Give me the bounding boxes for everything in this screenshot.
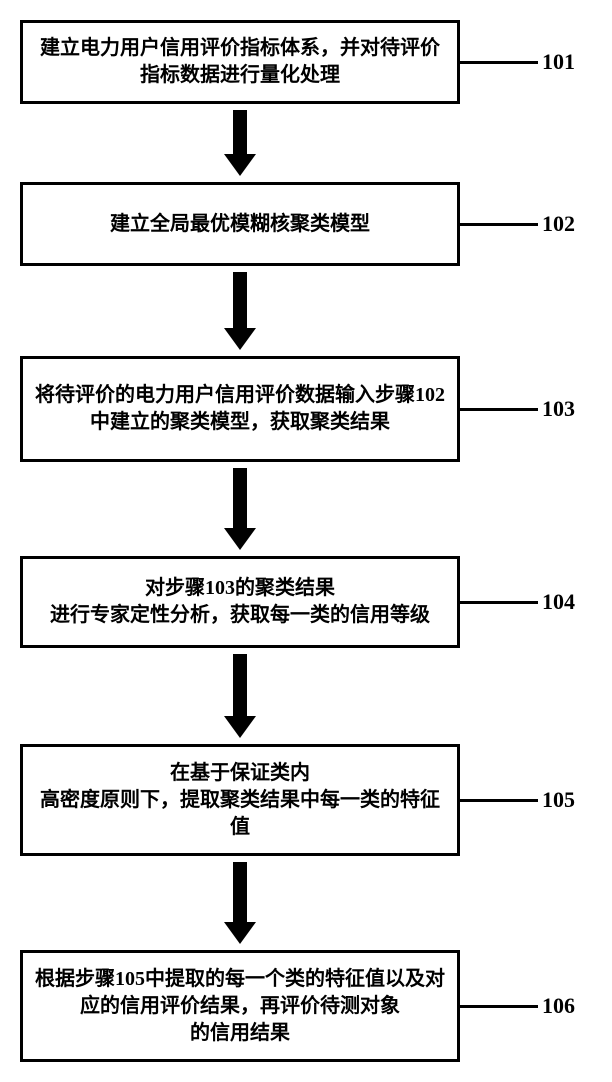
step-text-line: 在基于保证类内 xyxy=(170,760,310,787)
step-label: 101 xyxy=(538,49,575,75)
down-arrow xyxy=(20,468,460,550)
step-label: 104 xyxy=(538,589,575,615)
label-connector xyxy=(460,408,538,411)
step-box: 建立电力用户信用评价指标体系，并对待评价指标数据进行量化处理 xyxy=(20,20,460,104)
step-text-line: 的信用结果 xyxy=(190,1020,290,1047)
step-box: 在基于保证类内高密度原则下，提取聚类结果中每一类的特征值 xyxy=(20,744,460,856)
arrow-shaft xyxy=(233,110,247,154)
down-arrow xyxy=(20,862,460,944)
step-text-line: 应的信用评价结果，再评价待测对象 xyxy=(80,993,400,1020)
step-row: 根据步骤105中提取的每一个类的特征值以及对应的信用评价结果，再评价待测对象的信… xyxy=(20,950,592,1062)
step-box: 根据步骤105中提取的每一个类的特征值以及对应的信用评价结果，再评价待测对象的信… xyxy=(20,950,460,1062)
label-connector xyxy=(460,61,538,64)
step-label: 105 xyxy=(538,787,575,813)
step-text-line: 根据步骤105中提取的每一个类的特征值以及对 xyxy=(35,966,445,993)
label-connector xyxy=(460,799,538,802)
step-row: 将待评价的电力用户信用评价数据输入步骤102中建立的聚类模型，获取聚类结果 103 xyxy=(20,356,592,462)
step-label: 103 xyxy=(538,396,575,422)
label-connector xyxy=(460,223,538,226)
step-row: 建立全局最优模糊核聚类模型 102 xyxy=(20,182,592,266)
step-row: 建立电力用户信用评价指标体系，并对待评价指标数据进行量化处理 101 xyxy=(20,20,592,104)
step-text-line: 中建立的聚类模型，获取聚类结果 xyxy=(90,409,390,436)
arrow-head-icon xyxy=(224,922,256,944)
arrow-head-icon xyxy=(224,528,256,550)
step-text-line: 高密度原则下，提取聚类结果中每一类的特征 xyxy=(40,787,440,814)
step-row: 对步骤103的聚类结果进行专家定性分析，获取每一类的信用等级 104 xyxy=(20,556,592,648)
step-text-line: 进行专家定性分析，获取每一类的信用等级 xyxy=(50,602,430,629)
down-arrow xyxy=(20,654,460,738)
arrow-head-icon xyxy=(224,328,256,350)
arrow-shaft xyxy=(233,468,247,528)
arrow-shaft xyxy=(233,862,247,922)
step-text-line: 值 xyxy=(230,814,250,841)
arrow-shaft xyxy=(233,654,247,716)
arrow-head-icon xyxy=(224,716,256,738)
step-box: 将待评价的电力用户信用评价数据输入步骤102中建立的聚类模型，获取聚类结果 xyxy=(20,356,460,462)
label-connector xyxy=(460,1005,538,1008)
step-text-line: 对步骤103的聚类结果 xyxy=(145,575,335,602)
label-connector xyxy=(460,601,538,604)
step-text-line: 建立全局最优模糊核聚类模型 xyxy=(110,211,370,238)
down-arrow xyxy=(20,272,460,350)
down-arrow xyxy=(20,110,460,176)
step-text-line: 将待评价的电力用户信用评价数据输入步骤102 xyxy=(35,382,445,409)
step-text-line: 指标数据进行量化处理 xyxy=(140,62,340,89)
step-label: 106 xyxy=(538,993,575,1019)
flowchart: 建立电力用户信用评价指标体系，并对待评价指标数据进行量化处理 101 建立全局最优模… xyxy=(20,20,592,1062)
arrow-head-icon xyxy=(224,154,256,176)
step-text-line: 建立电力用户信用评价指标体系，并对待评价 xyxy=(40,35,440,62)
step-label: 102 xyxy=(538,211,575,237)
step-box: 对步骤103的聚类结果进行专家定性分析，获取每一类的信用等级 xyxy=(20,556,460,648)
step-row: 在基于保证类内高密度原则下，提取聚类结果中每一类的特征值 105 xyxy=(20,744,592,856)
arrow-shaft xyxy=(233,272,247,328)
step-box: 建立全局最优模糊核聚类模型 xyxy=(20,182,460,266)
